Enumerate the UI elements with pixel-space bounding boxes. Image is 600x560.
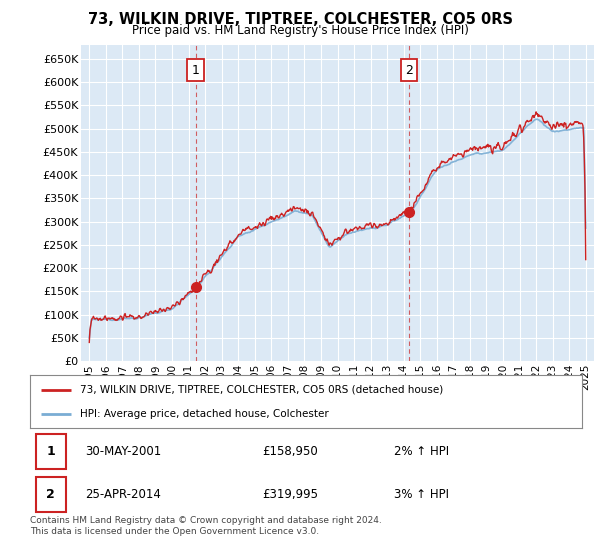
Text: 2% ↑ HPI: 2% ↑ HPI	[394, 445, 449, 458]
Bar	[196, 45, 409, 361]
Text: 73, WILKIN DRIVE, TIPTREE, COLCHESTER, CO5 0RS (detached house): 73, WILKIN DRIVE, TIPTREE, COLCHESTER, C…	[80, 385, 443, 395]
Text: 73, WILKIN DRIVE, TIPTREE, COLCHESTER, CO5 0RS: 73, WILKIN DRIVE, TIPTREE, COLCHESTER, C…	[88, 12, 512, 27]
FancyBboxPatch shape	[35, 478, 66, 512]
Text: 25-APR-2014: 25-APR-2014	[85, 488, 161, 501]
Text: Contains HM Land Registry data © Crown copyright and database right 2024.
This d: Contains HM Land Registry data © Crown c…	[30, 516, 382, 536]
Text: 2: 2	[405, 64, 413, 77]
Text: 30-MAY-2001: 30-MAY-2001	[85, 445, 161, 458]
Text: HPI: Average price, detached house, Colchester: HPI: Average price, detached house, Colc…	[80, 409, 328, 419]
FancyBboxPatch shape	[35, 435, 66, 469]
Text: 1: 1	[46, 445, 55, 458]
Text: 3% ↑ HPI: 3% ↑ HPI	[394, 488, 449, 501]
Text: 2: 2	[46, 488, 55, 501]
Text: £319,995: £319,995	[262, 488, 318, 501]
Text: 1: 1	[191, 64, 199, 77]
Text: £158,950: £158,950	[262, 445, 317, 458]
Text: Price paid vs. HM Land Registry's House Price Index (HPI): Price paid vs. HM Land Registry's House …	[131, 24, 469, 36]
